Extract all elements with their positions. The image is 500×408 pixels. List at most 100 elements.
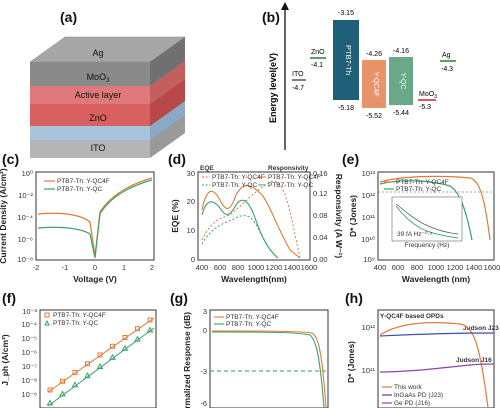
chart-h-series-ingaas <box>379 332 495 337</box>
chart-f-marker-yqc4f <box>97 352 103 358</box>
energy-axis-arrow <box>281 2 289 10</box>
chart-d-y2tick-2: 0.08 <box>313 211 328 220</box>
chart-f-ytick-6: 10⁻⁹ <box>21 390 37 399</box>
chart-d-legend-header-resp: Responsivity <box>268 165 309 172</box>
chart-d-ylabel2: Responsivity (A W⁻¹) <box>334 174 344 259</box>
chart-d-legend-0: PTB7-Th: Y-QC4F <box>212 174 265 181</box>
chart-d-ylabel: EQE (%) <box>170 199 180 233</box>
chart-f-legend-1: PTB7-Th: Y-QC <box>53 320 98 327</box>
chart-f-legend-swatch-1 <box>44 319 50 326</box>
chart-e-inset-xlabel: Frequency (Hz) <box>405 242 450 249</box>
panel-label-c: (c) <box>2 151 19 167</box>
chart-f-ytick-5: 10⁻⁸ <box>22 376 37 385</box>
chart-f-markers <box>46 317 154 406</box>
chart-c-ytick-2: 10⁻⁴ <box>17 213 33 222</box>
zno-name: ZnO <box>311 49 325 56</box>
ag-name: Ag <box>442 52 451 59</box>
chart-f-marker-yqc <box>96 362 104 369</box>
chart-d-ytick-2: 20 <box>187 197 195 206</box>
chart-f-ytick-4: 10⁻⁷ <box>22 362 37 371</box>
moo3-side <box>150 61 185 104</box>
layer-label-active: Active layer <box>75 90 122 100</box>
chart-f-frame <box>39 309 157 408</box>
chart-c: 10⁰ 10⁻² 10⁻⁴ 10⁻⁶ 10⁻⁸ -2 -1 0 1 2 Volt… <box>0 168 155 284</box>
chart-e-inset <box>391 196 463 242</box>
chart-f-marker-yqc <box>121 344 129 351</box>
ptb7-name: PTB7-Th <box>344 45 353 75</box>
chart-g-ylabel: Normalized Response (dB) <box>182 312 192 408</box>
chart-f-legend-0: PTB7-Th: Y-QC4F <box>53 312 106 319</box>
chart-g-ytick-3: -6 <box>200 399 207 408</box>
chart-c-xtick-4: 2 <box>150 263 154 272</box>
chart-d-legend-header-eqe: EQE <box>200 165 214 172</box>
ptb7-bar <box>333 20 359 100</box>
chart-h-legend-0: This work <box>394 384 423 391</box>
chart-h-series-ge <box>379 363 495 373</box>
chart-d-ytick-3: 30 <box>187 169 195 178</box>
chart-g-legend-1: PTB7-Th: Y-QC <box>226 321 271 328</box>
chart-h-legend-1: InGaAs PD (J23) <box>394 392 443 399</box>
ptb7-bottom-value: -5.18 <box>338 105 354 112</box>
zno-front <box>30 126 150 140</box>
chart-e-xtick-0: 400 <box>374 263 387 272</box>
panel-label-f: (f) <box>2 290 16 306</box>
yqc4f-top-value: -4.26 <box>366 51 382 58</box>
chart-c-legend-1: PTB7-Th: Y-QC <box>57 186 102 193</box>
chart-d-xtick-0: 400 <box>196 263 209 272</box>
chart-c-ytick-4: 10⁻⁸ <box>18 255 33 264</box>
ito-name: ITO <box>292 71 304 78</box>
panel-label-d: (d) <box>168 151 186 167</box>
energy-ylabel: Energy level(eV) <box>268 53 278 123</box>
chart-e-series-yqc <box>379 180 473 241</box>
chart-c-ytick-1: 10⁻² <box>18 191 33 200</box>
chart-c-ytick-3: 10⁻⁶ <box>18 235 33 244</box>
chart-d-legend-3: PTB7-Th: Y-QC <box>268 182 313 189</box>
chart-f-marker-yqc4f <box>147 317 153 323</box>
chart-f-ytick-3: 10⁻⁶ <box>22 348 37 357</box>
chart-f-ytick-1: 10⁻⁴ <box>21 320 37 329</box>
chart-d-y2tick-3: 0.12 <box>313 189 328 198</box>
chart-g-series-yqc <box>211 331 325 408</box>
layer-label-ag: Ag <box>92 48 103 58</box>
chart-f-marker-yqc4f <box>47 387 53 393</box>
chart-c-xtick-2: 0 <box>93 263 97 272</box>
chart-d-legend-2: PTB7-Th: Y-QC4F <box>268 174 321 181</box>
chart-e-xtick-3: 1000 <box>428 263 445 272</box>
chart-e-inset-series-0 <box>395 205 459 239</box>
active-front <box>30 104 150 126</box>
chart-c-ylabel: Current Density (A/cm²) <box>0 168 8 264</box>
chart-e-ytick-0: 10¹³ <box>362 169 376 178</box>
chart-e-xtick-1: 600 <box>392 263 405 272</box>
chart-f-marker-yqc <box>109 353 116 360</box>
chart-f-marker-yqc <box>146 326 154 333</box>
panel-label-e: (e) <box>342 151 359 167</box>
layer-label-zno: ZnO <box>89 113 107 123</box>
chart-d: 0 10 20 30 0.00 0.04 0.08 0.12 0.16 400 … <box>170 165 344 284</box>
ito-front <box>30 140 150 158</box>
zno-value: -4.1 <box>311 62 323 69</box>
chart-e-ylabel: D* (Jones) <box>348 195 358 237</box>
chart-d-xtick-4: 1200 <box>266 263 283 272</box>
chart-f-marker-yqc4f <box>122 335 128 340</box>
chart-e-series-yqc4f <box>379 175 491 241</box>
chart-d-frame <box>197 171 311 261</box>
chart-g-legend-0: PTB7-Th: Y-QC4F <box>226 314 279 321</box>
chart-c-legend-0: PTB7-Th: Y-QC4F <box>57 178 110 185</box>
device-stack: Ag MoO3 Active layer ZnO ITO <box>29 36 186 158</box>
chart-e-ytick-2: 10¹¹ <box>362 213 376 222</box>
yqc-bottom-value: -5.44 <box>393 110 409 117</box>
chart-f-marker-yqc4f <box>60 378 65 384</box>
ito-value: -4.7 <box>292 85 304 92</box>
moo3-name: MoO3 <box>419 91 437 100</box>
chart-f-fit-yqc4f <box>47 317 155 393</box>
chart-d-xtick-3: 1000 <box>248 263 265 272</box>
chart-c-xtick-1: -1 <box>62 263 69 272</box>
chart-d-y2tick-0: 0.00 <box>313 255 328 264</box>
ito-side <box>150 115 185 158</box>
chart-e-ytick-4: 10⁹ <box>363 255 375 264</box>
chart-e: 10¹³ 10¹² 10¹¹ 10¹⁰ 10⁹ 400 600 800 1000… <box>348 169 500 284</box>
chart-f-marker-yqc4f <box>110 343 115 349</box>
panel-label-b: (b) <box>262 9 280 25</box>
chart-f-marker-yqc4f <box>135 326 140 332</box>
chart-h: 10¹² 10¹¹ D* (Jones) Y-QC4F based OPDs J… <box>346 309 499 408</box>
